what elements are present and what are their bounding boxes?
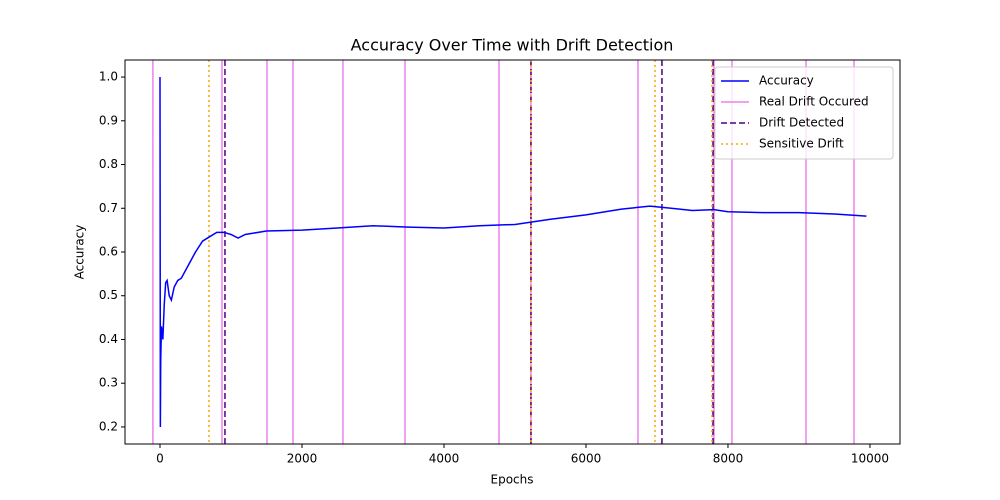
y-tick-label: 0.7 [99,201,118,215]
x-tick-label: 2000 [287,452,318,466]
accuracy-line [159,77,867,427]
legend-label: Sensitive Drift [759,137,844,151]
x-axis-label: Epochs [491,473,534,487]
chart-title: Accuracy Over Time with Drift Detection [351,36,674,55]
legend-box [714,66,894,160]
x-tick-label: 8000 [713,452,744,466]
y-tick-label: 0.3 [99,376,118,390]
y-tick-label: 0.9 [99,113,118,127]
y-tick-label: 0.2 [99,419,118,433]
y-tick-label: 0.4 [99,332,118,346]
legend-label: Real Drift Occured [759,95,869,109]
x-tick-label: 10000 [851,452,889,466]
x-tick-label: 0 [156,452,164,466]
x-tick-label: 6000 [571,452,602,466]
plot-frame [124,59,901,445]
y-axis-label: Accuracy [73,225,87,280]
y-tick-label: 0.8 [99,157,118,171]
x-tick-label: 4000 [429,452,460,466]
y-tick-label: 0.5 [99,288,118,302]
legend-label: Accuracy [759,74,814,88]
legend-label: Drift Detected [759,116,844,130]
y-tick-label: 1.0 [99,70,118,84]
y-tick-label: 0.6 [99,245,118,259]
